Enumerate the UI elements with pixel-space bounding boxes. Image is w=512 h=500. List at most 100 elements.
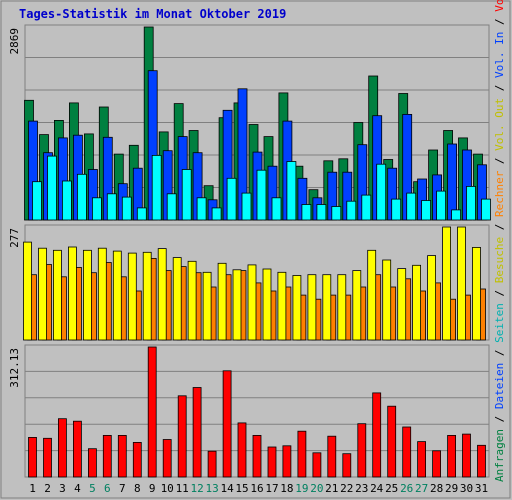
x-tick-label: 27: [415, 482, 428, 495]
x-tick-label: 31: [475, 482, 488, 495]
bar-rechner: [68, 246, 77, 341]
x-tick-label: 1: [29, 482, 36, 495]
legend-part: /: [493, 217, 506, 237]
bar-rechner: [127, 252, 137, 341]
x-tick-label: 19: [295, 482, 308, 495]
bar-rechner: [307, 274, 317, 341]
bar-rechner: [53, 249, 62, 341]
x-tick-label: 2: [44, 482, 51, 495]
bar-rechner: [202, 271, 212, 341]
bar-volumen: [132, 441, 142, 478]
x-tick-label: 5: [89, 482, 96, 495]
bar-rechner: [292, 275, 302, 341]
legend-part: Volumen: [493, 0, 506, 12]
legend-part: /: [493, 12, 506, 32]
bar-volumen: [73, 420, 82, 478]
bar-volumen: [252, 434, 262, 478]
x-tick-label: 9: [149, 482, 156, 495]
right-legend-label: Anfragen / Dateien / Seiten / Besuche / …: [493, 0, 506, 482]
bar-volumen: [58, 418, 67, 478]
bar-rechner: [427, 255, 437, 341]
bar-rechner: [97, 247, 107, 341]
bar-rechner: [412, 264, 422, 341]
x-tick-label: 16: [250, 482, 263, 495]
panel-frame: [24, 344, 490, 478]
bar-rechner: [23, 241, 32, 341]
bar-volumen: [28, 436, 37, 478]
legend-part: /: [493, 343, 506, 363]
bar-volumen: [447, 434, 457, 478]
x-tick-label: 11: [176, 482, 189, 495]
legend-part: Anfragen: [493, 429, 506, 482]
x-tick-label: 23: [355, 482, 368, 495]
bar-seiten: [421, 200, 432, 221]
x-tick-label: 29: [445, 482, 458, 495]
x-tick-label: 15: [235, 482, 248, 495]
bar-rechner: [337, 274, 347, 341]
bar-rechner: [217, 262, 227, 341]
x-tick-label: 25: [385, 482, 398, 495]
bar-volumen: [417, 441, 427, 478]
panel-hits: 2869: [8, 24, 491, 221]
x-tick-label: 3: [59, 482, 66, 495]
bar-rechner: [352, 270, 362, 341]
series-seiten: [32, 154, 491, 221]
bar-rechner: [262, 268, 272, 341]
x-tick-label: 28: [430, 482, 443, 495]
bar-seiten: [406, 192, 417, 221]
bar-volumen: [117, 434, 127, 478]
bar-volumen: [372, 392, 382, 478]
bar-volumen: [432, 450, 442, 478]
legend-part: /: [493, 409, 506, 429]
bar-volumen: [387, 405, 397, 478]
bar-volumen: [207, 450, 217, 478]
bar-rechner: [232, 269, 242, 341]
bar-seiten: [92, 197, 102, 221]
bar-seiten: [32, 181, 42, 221]
legend-part: /: [493, 151, 506, 171]
bar-seiten: [47, 155, 57, 221]
bar-rechner: [382, 259, 392, 341]
bar-volumen: [402, 426, 412, 478]
bar-rechner: [172, 257, 182, 341]
bar-volumen: [312, 452, 322, 478]
bar-seiten: [62, 180, 72, 221]
bar-volumen: [477, 444, 486, 478]
bar-volumen: [88, 448, 97, 478]
bar-rechner: [38, 247, 47, 341]
bar-seiten: [151, 154, 162, 221]
bar-rechner: [83, 249, 92, 341]
series-besuche: [27, 257, 486, 341]
bar-rechner: [142, 251, 152, 341]
bar-volumen: [192, 387, 202, 478]
x-tick-label: 12: [190, 482, 203, 495]
x-tick-label: 14: [220, 482, 234, 495]
bar-seiten: [271, 197, 282, 221]
x-tick-label: 8: [134, 482, 141, 495]
x-tick-label: 6: [104, 482, 111, 495]
x-tick-label: 20: [310, 482, 323, 495]
legend-part: Vol. Out: [493, 98, 506, 151]
bar-rechner: [157, 248, 167, 341]
bar-volumen: [102, 434, 112, 478]
y-max-label: 2869: [8, 28, 21, 55]
bar-seiten: [241, 192, 252, 221]
bar-seiten: [376, 163, 387, 221]
bar-seiten: [211, 207, 222, 221]
x-tick-label: 21: [325, 482, 338, 495]
bar-volumen: [462, 433, 471, 478]
x-tick-label: 4: [74, 482, 81, 495]
legend-part: Besuche: [493, 237, 506, 283]
bar-rechner: [187, 260, 197, 341]
bar-seiten: [136, 207, 147, 221]
bar-seiten: [316, 204, 327, 221]
bar-seiten: [256, 169, 267, 221]
x-tick-label: 24: [370, 482, 384, 495]
legend-part: /: [493, 78, 506, 98]
x-tick-label: 18: [280, 482, 293, 495]
bar-rechner: [247, 264, 257, 341]
bar-volumen: [237, 422, 247, 478]
x-tick-label: 26: [400, 482, 413, 495]
